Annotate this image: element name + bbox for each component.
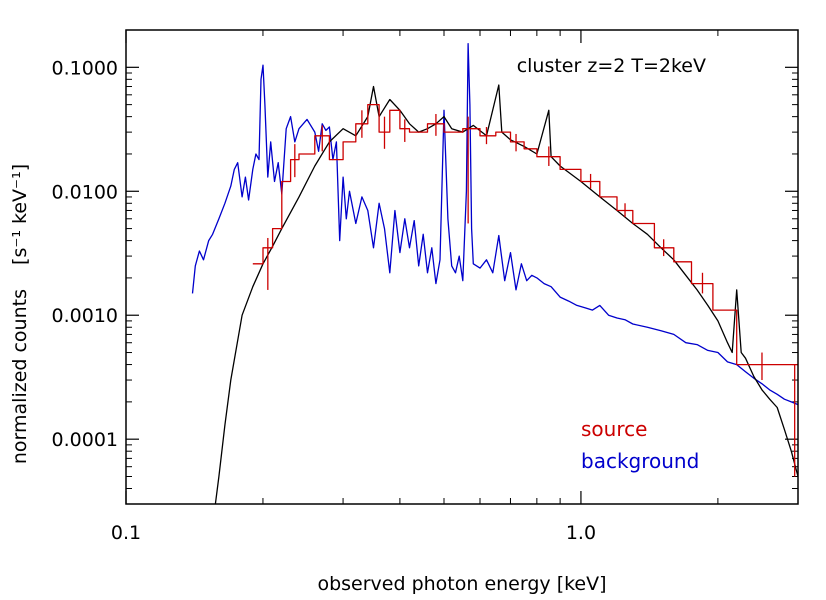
series-layer — [191, 43, 798, 504]
x-axis-label: observed photon energy [keV] — [317, 573, 606, 595]
y-tick-label: 0.0100 — [52, 181, 118, 203]
y-axis-label-units: [s⁻¹ keV⁻¹] — [9, 164, 31, 265]
y-tick-label: 0.0001 — [52, 429, 118, 451]
y-axis-label: normalized counts [s⁻¹ keV⁻¹] — [9, 164, 31, 464]
legend-background: background — [581, 449, 699, 473]
y-tick-label: 0.1000 — [52, 57, 118, 79]
y-axis-label-group: normalized counts [s⁻¹ keV⁻¹] — [9, 164, 31, 464]
minor-ticks — [126, 30, 798, 505]
source-line — [252, 103, 798, 366]
major-ticks — [125, 30, 798, 504]
x-tick-label: 1.0 — [566, 522, 596, 544]
background-line — [191, 43, 798, 406]
model-line — [214, 84, 798, 504]
plot-frame — [125, 29, 799, 505]
y-axis-label-name: normalized counts — [9, 289, 31, 464]
x-tick-label: 0.1 — [111, 522, 141, 544]
tick-labels: 0.0001 0.0010 0.0100 0.1000 0.1 1.0 — [52, 57, 597, 544]
error-bars — [267, 110, 796, 477]
cluster-annotation: cluster z=2 T=2keV — [517, 55, 706, 77]
y-tick-label: 0.0010 — [52, 305, 118, 327]
legend-source: source — [581, 417, 647, 441]
